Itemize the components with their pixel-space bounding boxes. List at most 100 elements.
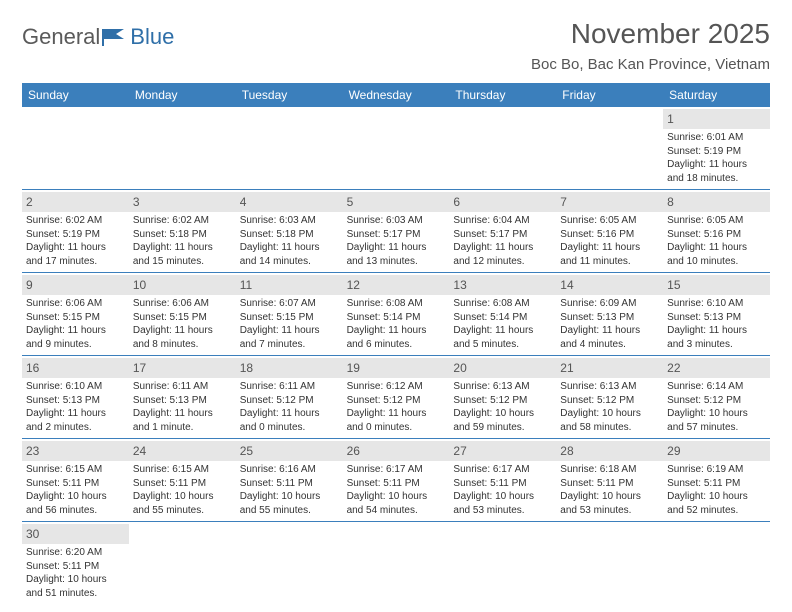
day-number-row: 14: [556, 275, 663, 295]
empty-day-cell: [556, 107, 663, 189]
day-cell: 29Sunrise: 6:19 AMSunset: 5:11 PMDayligh…: [663, 439, 770, 521]
day-number: 27: [453, 444, 466, 458]
day-number: 11: [240, 278, 252, 292]
day-number: 17: [133, 361, 146, 375]
day-details: Sunrise: 6:03 AMSunset: 5:18 PMDaylight:…: [240, 214, 339, 268]
day-number: 25: [240, 444, 253, 458]
weekday-header-row: SundayMondayTuesdayWednesdayThursdayFrid…: [22, 83, 770, 107]
day-number: 3: [133, 195, 140, 209]
day-details: Sunrise: 6:09 AMSunset: 5:13 PMDaylight:…: [560, 297, 659, 351]
day-cell: 20 Sunrise: 6:13 AMSunset: 5:12 PMDayligh…: [449, 356, 556, 438]
day-number: 22: [667, 361, 680, 375]
day-number: 28: [560, 444, 573, 458]
day-cell: 23Sunrise: 6:15 AMSunset: 5:11 PMDayligh…: [22, 439, 129, 521]
weekday-header: Thursday: [449, 83, 556, 107]
empty-day-cell: [129, 107, 236, 189]
day-cell: 11Sunrise: 6:07 AMSunset: 5:15 PMDayligh…: [236, 273, 343, 355]
day-number: 8: [667, 195, 674, 209]
day-details: Sunrise: 6:10 AMSunset: 5:13 PMDaylight:…: [26, 380, 125, 434]
day-number-row: 26: [343, 441, 450, 461]
day-number-row: 6: [449, 192, 556, 212]
calendar-week-row: 9Sunrise: 6:06 AMSunset: 5:15 PMDaylight…: [22, 273, 770, 356]
day-details: Sunrise: 6:03 AMSunset: 5:17 PMDaylight:…: [347, 214, 446, 268]
day-cell: 6 Sunrise: 6:04 AMSunset: 5:17 PMDaylight…: [449, 190, 556, 272]
day-number: 14: [560, 278, 573, 292]
flag-icon: [102, 27, 128, 47]
day-number: 16: [26, 361, 39, 375]
weekday-header: Saturday: [663, 83, 770, 107]
day-details: Sunrise: 6:15 AMSunset: 5:11 PMDaylight:…: [26, 463, 125, 517]
calendar-week-row: 30Sunrise: 6:20 AMSunset: 5:11 PMDayligh…: [22, 522, 770, 604]
day-cell: 26 Sunrise: 6:17 AMSunset: 5:11 PMDayligh…: [343, 439, 450, 521]
day-cell: 3Sunrise: 6:02 AMSunset: 5:18 PMDaylight…: [129, 190, 236, 272]
empty-day-cell: [663, 522, 770, 604]
empty-day-cell: [343, 107, 450, 189]
day-cell: 8 Sunrise: 6:05 AMSunset: 5:16 PMDaylight…: [663, 190, 770, 272]
day-number: 24: [133, 444, 146, 458]
day-number: 29: [667, 444, 680, 458]
day-details: Sunrise: 6:10 AMSunset: 5:13 PMDaylight:…: [667, 297, 766, 351]
day-number-row: 27: [449, 441, 556, 461]
day-number: 26: [347, 444, 360, 458]
day-cell: 14 Sunrise: 6:09 AMSunset: 5:13 PMDayligh…: [556, 273, 663, 355]
day-number: 13: [453, 278, 466, 292]
day-number-row: 20: [449, 358, 556, 378]
day-number: 5: [347, 195, 354, 209]
day-cell: 7 Sunrise: 6:05 AMSunset: 5:16 PMDaylight…: [556, 190, 663, 272]
day-details: Sunrise: 6:05 AMSunset: 5:16 PMDaylight:…: [667, 214, 766, 268]
day-cell: 4Sunrise: 6:03 AMSunset: 5:18 PMDaylight…: [236, 190, 343, 272]
day-details: Sunrise: 6:04 AMSunset: 5:17 PMDaylight:…: [453, 214, 552, 268]
day-cell: 1 Sunrise: 6:01 AMSunset: 5:19 PMDaylight…: [663, 107, 770, 189]
day-number: 20: [453, 361, 466, 375]
day-cell: 16 Sunrise: 6:10 AMSunset: 5:13 PMDayligh…: [22, 356, 129, 438]
empty-day-cell: [449, 522, 556, 604]
day-number: 7: [560, 195, 567, 209]
day-number-row: 28: [556, 441, 663, 461]
day-number-row: 1: [663, 109, 770, 129]
day-details: Sunrise: 6:17 AMSunset: 5:11 PMDaylight:…: [347, 463, 446, 517]
day-cell: 18Sunrise: 6:11 AMSunset: 5:12 PMDayligh…: [236, 356, 343, 438]
day-details: Sunrise: 6:06 AMSunset: 5:15 PMDaylight:…: [26, 297, 125, 351]
empty-day-cell: [343, 522, 450, 604]
day-cell: 15Sunrise: 6:10 AMSunset: 5:13 PMDayligh…: [663, 273, 770, 355]
empty-day-cell: [22, 107, 129, 189]
day-number: 12: [347, 278, 360, 292]
day-cell: 13Sunrise: 6:08 AMSunset: 5:14 PMDayligh…: [449, 273, 556, 355]
empty-day-cell: [556, 522, 663, 604]
day-details: Sunrise: 6:20 AMSunset: 5:11 PMDaylight:…: [26, 546, 125, 600]
day-cell: 22Sunrise: 6:14 AMSunset: 5:12 PMDayligh…: [663, 356, 770, 438]
day-number-row: 17: [129, 358, 236, 378]
day-number: 2: [26, 195, 33, 209]
day-details: Sunrise: 6:01 AMSunset: 5:19 PMDaylight:…: [667, 131, 766, 185]
day-details: Sunrise: 6:15 AMSunset: 5:11 PMDaylight:…: [133, 463, 232, 517]
calendar-week-row: 1 Sunrise: 6:01 AMSunset: 5:19 PMDaylight…: [22, 107, 770, 190]
calendar-week-row: 16 Sunrise: 6:10 AMSunset: 5:13 PMDayligh…: [22, 356, 770, 439]
weekday-header: Sunday: [22, 83, 129, 107]
calendar-week-row: 23Sunrise: 6:15 AMSunset: 5:11 PMDayligh…: [22, 439, 770, 522]
weekday-header: Monday: [129, 83, 236, 107]
day-details: Sunrise: 6:18 AMSunset: 5:11 PMDaylight:…: [560, 463, 659, 517]
day-number-row: 10: [129, 275, 236, 295]
empty-day-cell: [236, 107, 343, 189]
day-number: 21: [560, 361, 573, 375]
day-cell: 30Sunrise: 6:20 AMSunset: 5:11 PMDayligh…: [22, 522, 129, 604]
day-details: Sunrise: 6:05 AMSunset: 5:16 PMDaylight:…: [560, 214, 659, 268]
day-number-row: 9: [22, 275, 129, 295]
weeks-container: 1 Sunrise: 6:01 AMSunset: 5:19 PMDaylight…: [22, 107, 770, 604]
day-number: 1: [667, 112, 674, 126]
day-number-row: 3: [129, 192, 236, 212]
weekday-header: Friday: [556, 83, 663, 107]
weekday-header: Wednesday: [343, 83, 450, 107]
day-number: 6: [453, 195, 460, 209]
day-cell: 9Sunrise: 6:06 AMSunset: 5:15 PMDaylight…: [22, 273, 129, 355]
day-details: Sunrise: 6:13 AMSunset: 5:12 PMDaylight:…: [453, 380, 552, 434]
day-cell: 12Sunrise: 6:08 AMSunset: 5:14 PMDayligh…: [343, 273, 450, 355]
logo-text-blue: Blue: [130, 24, 174, 50]
day-cell: 27Sunrise: 6:17 AMSunset: 5:11 PMDayligh…: [449, 439, 556, 521]
title-block: November 2025 Boc Bo, Bac Kan Province, …: [531, 18, 770, 73]
day-number-row: 24: [129, 441, 236, 461]
day-number-row: 21: [556, 358, 663, 378]
day-cell: 28 Sunrise: 6:18 AMSunset: 5:11 PMDayligh…: [556, 439, 663, 521]
empty-day-cell: [449, 107, 556, 189]
day-number: 10: [133, 278, 146, 292]
